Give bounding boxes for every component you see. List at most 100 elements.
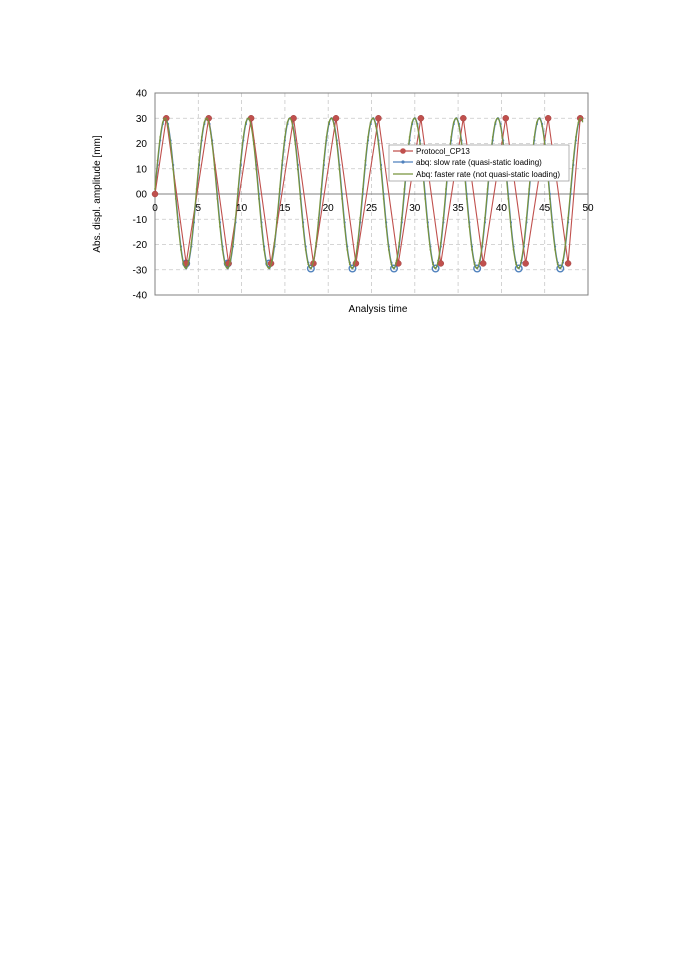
series-point-faster-rate: [429, 248, 432, 251]
series-point-faster-rate: [486, 188, 489, 190]
series-point-faster-rate: [367, 136, 369, 138]
series-point-protocol: [151, 190, 159, 198]
series-point-faster-rate: [525, 216, 528, 219]
y-tick-label: 30: [136, 114, 148, 125]
series-point-faster-rate: [232, 242, 234, 244]
series-point-faster-rate: [203, 121, 206, 124]
series-point-faster-rate: [258, 197, 260, 200]
series-point-protocol: [564, 260, 572, 267]
series-point-faster-rate: [515, 263, 518, 266]
series-point-faster-rate: [302, 225, 304, 228]
series-point-faster-rate: [580, 117, 582, 120]
series-min-point-slow-rate: [514, 264, 523, 273]
series-point-faster-rate: [387, 248, 390, 251]
series-point-faster-rate: [328, 121, 330, 124]
series-point-faster-rate: [154, 188, 156, 190]
x-tick-label: 40: [496, 203, 508, 214]
series-point-faster-rate: [548, 197, 551, 200]
series-point-faster-rate: [377, 143, 380, 145]
series-point-faster-rate: [439, 242, 442, 244]
series-point-faster-rate: [564, 242, 567, 244]
y-tick-label: 10: [136, 164, 148, 175]
series-point-faster-rate: [374, 125, 377, 127]
series-point-faster-rate: [369, 121, 372, 124]
series-min-point-slow-rate: [348, 264, 357, 273]
legend-box: [388, 144, 570, 182]
y-tick-label: 00: [136, 190, 148, 201]
series-point-faster-rate: [348, 263, 351, 266]
series-point-faster-rate: [437, 259, 440, 262]
series-point-faster-rate: [432, 263, 434, 266]
series-min-point-slow-rate: [390, 264, 399, 273]
series-point-faster-rate: [333, 125, 336, 127]
series-point-protocol: [544, 115, 552, 122]
series-point-faster-rate: [450, 136, 453, 138]
series-point-faster-rate: [291, 125, 294, 127]
series-point-faster-rate: [395, 259, 398, 262]
series-point-faster-rate: [523, 242, 525, 244]
y-tick-label: -40: [133, 291, 148, 302]
series-point-faster-rate: [245, 121, 247, 124]
series-min-point-slow-rate: [556, 264, 565, 273]
legend-marker: [400, 148, 406, 154]
series-point-protocol: [522, 260, 529, 267]
series-point-faster-rate: [354, 259, 356, 262]
series-point-protocol: [502, 115, 509, 122]
series-point-faster-rate: [413, 117, 416, 120]
series-point-faster-rate: [512, 248, 515, 251]
series-point-faster-rate: [242, 136, 245, 138]
series-point-faster-rate: [190, 242, 193, 244]
series-point-faster-rate: [320, 188, 323, 190]
series-point-faster-rate: [478, 259, 481, 262]
x-tick-label: 45: [539, 203, 551, 214]
series-point-faster-rate: [312, 259, 315, 262]
series-point-protocol: [437, 260, 445, 267]
series-point-faster-rate: [356, 242, 359, 244]
series-point-faster-rate: [322, 159, 325, 162]
series-point-faster-rate: [491, 136, 494, 138]
x-tick-label: 0: [152, 203, 158, 214]
series-point-faster-rate: [390, 263, 393, 266]
series-point-faster-rate: [224, 263, 227, 266]
y-tick-label: -20: [133, 240, 148, 251]
series-point-faster-rate: [556, 263, 559, 266]
series-point-faster-rate: [419, 143, 421, 145]
series-point-faster-rate: [359, 216, 362, 219]
y-tick-label: -10: [133, 215, 148, 226]
series-point-faster-rate: [260, 225, 263, 228]
series-point-faster-rate: [195, 188, 198, 190]
series-point-faster-rate: [364, 159, 367, 162]
series-point-faster-rate: [182, 263, 185, 266]
series-point-faster-rate: [551, 225, 554, 228]
series-point-faster-rate: [294, 143, 297, 145]
series-point-faster-rate: [247, 117, 250, 120]
series-point-faster-rate: [286, 121, 289, 124]
series-point-faster-rate: [398, 242, 401, 244]
series-point-faster-rate: [304, 248, 307, 251]
series-point-faster-rate: [234, 216, 237, 219]
series-point-faster-rate: [172, 168, 175, 171]
series-point-faster-rate: [278, 188, 281, 190]
series-point-faster-rate: [187, 259, 190, 262]
series-point-faster-rate: [403, 188, 406, 190]
series-point-faster-rate: [465, 197, 468, 200]
series-point-faster-rate: [533, 136, 536, 138]
series-line-faster-rate: [154, 117, 584, 269]
series-point-faster-rate: [541, 125, 544, 127]
series-point-faster-rate: [289, 117, 291, 120]
series-point-faster-rate: [393, 267, 395, 269]
series-point-faster-rate: [411, 121, 414, 124]
series-point-faster-rate: [543, 143, 546, 145]
x-tick-label: 50: [582, 203, 594, 214]
series-point-faster-rate: [317, 216, 320, 219]
series-point-faster-rate: [416, 125, 419, 127]
series-point-faster-rate: [577, 121, 580, 124]
series-point-faster-rate: [473, 263, 476, 266]
series-point-faster-rate: [335, 143, 338, 145]
series-point-faster-rate: [574, 136, 577, 138]
x-tick-label: 10: [236, 203, 248, 214]
series-point-faster-rate: [211, 143, 214, 145]
series-point-faster-rate: [229, 259, 232, 262]
series-point-faster-rate: [299, 197, 302, 200]
